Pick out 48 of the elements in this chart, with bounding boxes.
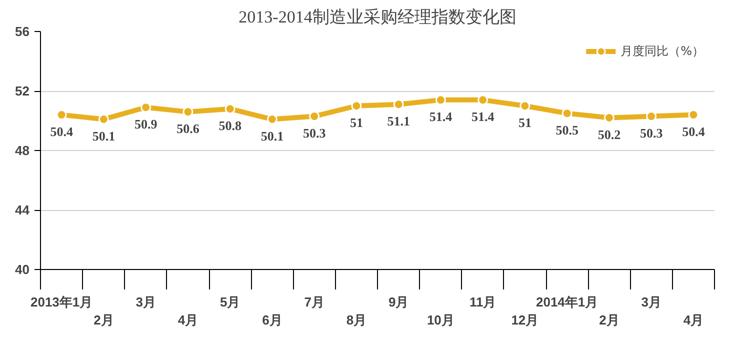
y-tick-label: 52 <box>15 84 30 98</box>
data-label: 50.5 <box>556 122 579 138</box>
x-tick-label: 10月 <box>426 312 454 328</box>
data-label: 50.3 <box>640 125 664 140</box>
data-label: 50.9 <box>134 116 158 132</box>
x-tick-label: 3月 <box>136 294 156 310</box>
data-label: 50.6 <box>176 120 200 136</box>
data-label: 50.4 <box>682 124 706 139</box>
x-tick-label: 8月 <box>346 312 367 328</box>
y-tick-label: 44 <box>15 202 30 218</box>
point <box>140 102 152 113</box>
y-tick-label: 48 <box>15 143 30 158</box>
data-label: 51.4 <box>429 108 453 124</box>
chart-title: 2013-2014制造业采购经理指数变化图 <box>238 8 516 26</box>
y-tick-label: 56 <box>15 24 30 39</box>
data-label: 50.2 <box>598 126 621 142</box>
x-tick-label: 4月 <box>683 312 704 328</box>
data-label: 50.1 <box>260 128 284 144</box>
x-tick-label: 2014年1月 <box>536 294 598 310</box>
x-tick-label: 4月 <box>178 312 198 328</box>
point <box>562 108 572 119</box>
data-label: 51 <box>518 114 532 130</box>
data-label: 51.1 <box>387 113 410 128</box>
point <box>520 100 530 112</box>
x-tick-label: 2月 <box>94 312 114 328</box>
data-label: 50.4 <box>50 124 74 139</box>
x-tick-label: 11月 <box>469 294 496 310</box>
x-tick-label: 2013年1月 <box>30 294 93 310</box>
data-label: 51 <box>350 114 363 130</box>
x-tick-label: 6月 <box>262 312 282 328</box>
x-tick-label: 2月 <box>599 312 620 328</box>
data-label: 50.1 <box>92 128 116 144</box>
x-tick-label: 9月 <box>388 294 409 310</box>
x-tick-label: 12月 <box>511 312 539 328</box>
x-tick-label: 7月 <box>304 294 324 310</box>
point <box>351 100 362 112</box>
data-label: 50.8 <box>218 118 242 133</box>
legend-label: 月度同比（%） <box>620 42 704 60</box>
point <box>224 104 236 114</box>
point <box>182 106 194 118</box>
point <box>478 94 488 106</box>
data-label: 51.4 <box>471 108 495 124</box>
point <box>393 99 404 110</box>
point <box>435 94 446 106</box>
y-tick-label: 40 <box>15 262 30 277</box>
data-label: 50.3 <box>302 125 326 140</box>
x-tick-label: 3月 <box>641 294 662 310</box>
x-tick-label: 5月 <box>220 294 240 310</box>
